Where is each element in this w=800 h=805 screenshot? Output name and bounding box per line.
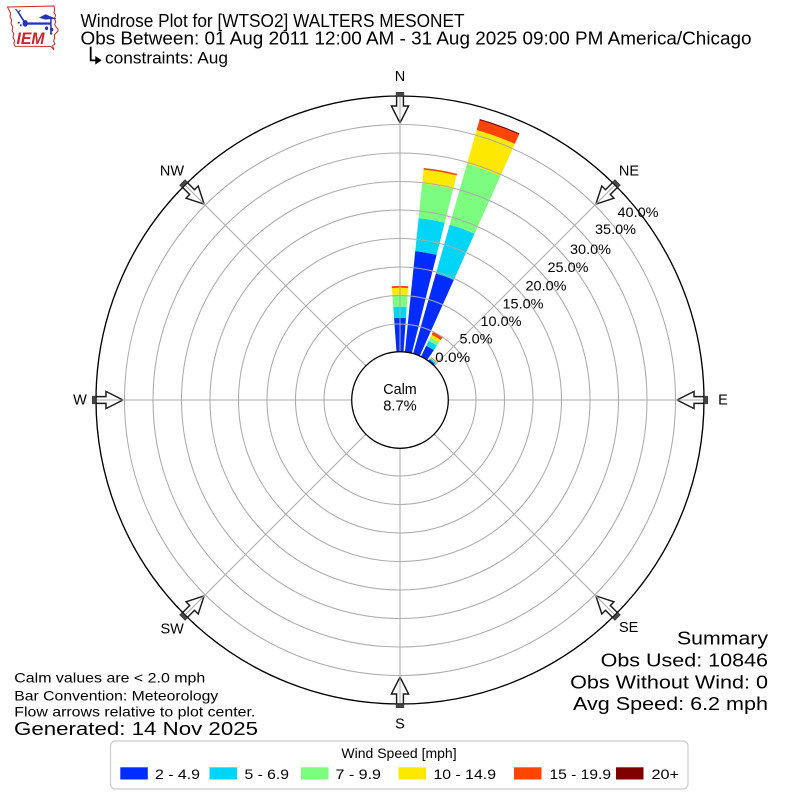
svg-text:Generated: 14 Nov 2025: Generated: 14 Nov 2025	[14, 718, 258, 739]
svg-text:Summary: Summary	[677, 629, 768, 649]
svg-text:5 - 6.9: 5 - 6.9	[245, 766, 290, 782]
svg-text:Windrose Plot for [WTSO2] WALT: Windrose Plot for [WTSO2] WALTERS MESONE…	[81, 11, 465, 31]
svg-text:Obs Without Wind: 0: Obs Without Wind: 0	[570, 673, 768, 693]
svg-text:Bar Convention: Meteorology: Bar Convention: Meteorology	[14, 688, 218, 704]
svg-text:25.0%: 25.0%	[548, 259, 589, 275]
svg-text:0.0%: 0.0%	[435, 349, 470, 365]
svg-text:10.0%: 10.0%	[481, 313, 522, 329]
svg-text:constraints: Aug: constraints: Aug	[105, 50, 228, 68]
svg-text:8.7%: 8.7%	[383, 399, 417, 415]
svg-text:10 - 14.9: 10 - 14.9	[434, 766, 497, 782]
svg-text:35.0%: 35.0%	[595, 221, 636, 237]
svg-text:Obs Used: 10846: Obs Used: 10846	[601, 651, 768, 671]
svg-text:W: W	[73, 393, 87, 409]
svg-text:N: N	[395, 69, 405, 85]
svg-text:IEM: IEM	[17, 29, 46, 48]
svg-text:7 - 9.9: 7 - 9.9	[336, 766, 382, 782]
svg-text:2 - 4.9: 2 - 4.9	[155, 766, 200, 782]
svg-text:30.0%: 30.0%	[570, 241, 611, 257]
svg-text:20.0%: 20.0%	[526, 278, 567, 294]
svg-text:S: S	[395, 717, 405, 733]
svg-text:Calm values are < 2.0 mph: Calm values are < 2.0 mph	[14, 670, 205, 686]
svg-text:Obs Between: 01 Aug 2011 12:00: Obs Between: 01 Aug 2011 12:00 AM - 31 A…	[81, 29, 752, 49]
svg-text:40.0%: 40.0%	[618, 204, 659, 220]
svg-text:20+: 20+	[652, 766, 680, 782]
svg-text:15.0%: 15.0%	[503, 296, 544, 312]
svg-text:NW: NW	[160, 164, 184, 180]
svg-text:Calm: Calm	[383, 382, 417, 398]
svg-text:SW: SW	[161, 621, 185, 637]
svg-text:Wind Speed [mph]: Wind Speed [mph]	[341, 745, 456, 761]
svg-text:SE: SE	[619, 620, 639, 636]
svg-text:NE: NE	[619, 164, 639, 180]
svg-text:Flow arrows relative to plot c: Flow arrows relative to plot center.	[14, 704, 255, 720]
svg-text:Avg Speed: 6.2 mph: Avg Speed: 6.2 mph	[573, 694, 768, 714]
svg-text:E: E	[718, 393, 728, 409]
svg-text:15 - 19.9: 15 - 19.9	[550, 766, 612, 782]
svg-text:5.0%: 5.0%	[460, 331, 493, 347]
